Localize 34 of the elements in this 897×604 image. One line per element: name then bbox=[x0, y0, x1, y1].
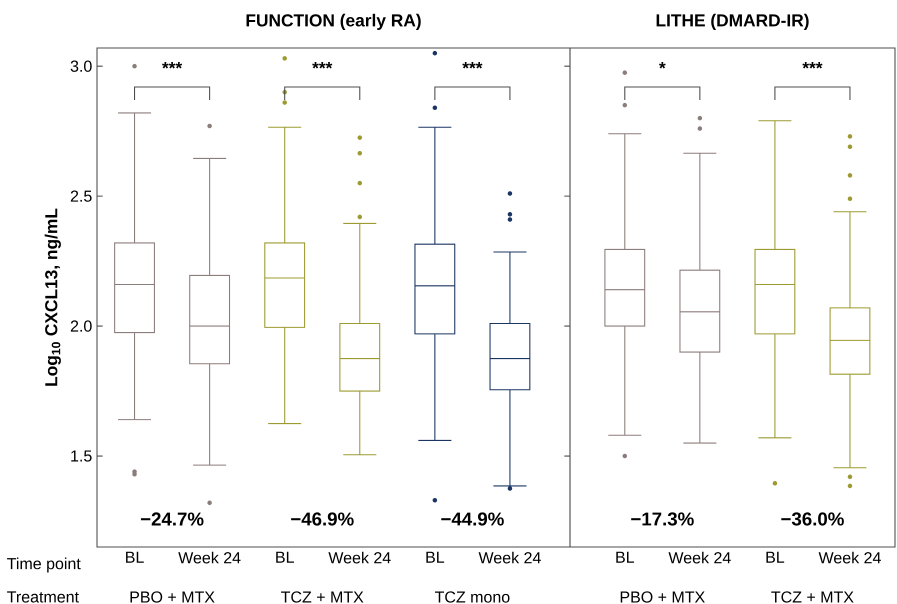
y-tick-label: 3.0 bbox=[70, 60, 92, 72]
annotation: *** bbox=[312, 62, 332, 68]
chart-title: FUNCTION (early RA) bbox=[246, 14, 421, 30]
x-tick-label: BL bbox=[126, 552, 144, 563]
annotation: *** bbox=[162, 62, 182, 68]
x-tick-label: Week 24 bbox=[668, 552, 731, 564]
x-tick-label: BL bbox=[766, 552, 784, 563]
text: TCZ + MTX bbox=[281, 591, 364, 603]
chart-title: LITHE (DMARD-IR) bbox=[656, 14, 809, 30]
y-tick-label: 2.5 bbox=[70, 190, 92, 202]
annotation: −24.7% bbox=[140, 512, 204, 526]
annotation: *** bbox=[462, 62, 482, 68]
y-tick-label: 2.0 bbox=[70, 320, 92, 332]
text: Time point bbox=[7, 558, 81, 572]
annotation: −44.9% bbox=[441, 512, 504, 526]
annotation: −17.3% bbox=[631, 512, 694, 526]
x-tick-label: Week 24 bbox=[178, 552, 241, 564]
x-tick-label: Week 24 bbox=[328, 552, 391, 564]
x-tick-label: BL bbox=[426, 552, 444, 563]
y-tick-label: 1.5 bbox=[71, 450, 92, 462]
annotation: −46.9% bbox=[291, 512, 354, 526]
annotation: * bbox=[658, 62, 666, 68]
text: TCZ mono bbox=[434, 591, 510, 603]
y-axis-title: Log$_{10}$ CXCL13, ng/mL bbox=[44, 208, 61, 386]
annotation: *** bbox=[802, 62, 823, 68]
text: Treatment bbox=[7, 591, 79, 603]
text: PBO + MTX bbox=[130, 591, 215, 603]
x-tick-label: Week 24 bbox=[478, 552, 541, 564]
x-tick-label: BL bbox=[276, 552, 294, 563]
x-tick-label: Week 24 bbox=[818, 552, 881, 564]
annotation: −36.0% bbox=[781, 512, 844, 526]
x-tick-label: BL bbox=[616, 552, 634, 563]
text: TCZ + MTX bbox=[771, 591, 854, 603]
text: PBO + MTX bbox=[620, 591, 705, 603]
